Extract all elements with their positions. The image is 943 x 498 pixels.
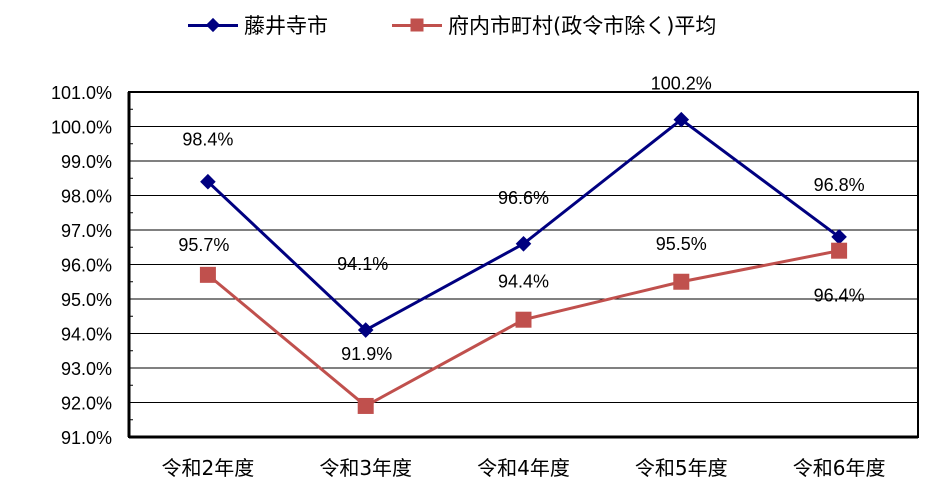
data-label: 98.4%: [182, 130, 233, 150]
x-tick-label: 令和2年度: [162, 456, 255, 480]
data-label: 95.5%: [656, 234, 707, 254]
y-tick-label: 96.0%: [61, 256, 112, 276]
x-tick-label: 令和4年度: [477, 456, 570, 480]
data-label: 91.9%: [341, 344, 392, 364]
legend-item-fujiidera: 藤井寺市: [188, 8, 328, 42]
square-marker-icon: [831, 242, 848, 259]
y-tick-label: 93.0%: [61, 359, 112, 379]
y-tick-label: 95.0%: [61, 290, 112, 310]
data-label: 96.6%: [498, 188, 549, 208]
y-tick-label: 91.0%: [61, 428, 112, 448]
data-label: 100.2%: [651, 74, 712, 94]
data-label: 94.4%: [498, 272, 549, 292]
y-tick-label: 97.0%: [61, 221, 112, 241]
y-tick-label: 92.0%: [61, 394, 112, 414]
legend-line-red: [392, 18, 442, 32]
legend-line-navy: [188, 17, 238, 33]
square-marker-icon: [673, 273, 690, 290]
diamond-marker-icon: [200, 173, 216, 190]
x-tick-label: 令和5年度: [635, 456, 728, 480]
diamond-marker-icon: [515, 236, 532, 252]
data-label: 94.1%: [337, 254, 388, 274]
legend-label: 府内市町村(政令市除く)平均: [448, 14, 717, 38]
legend-label: 藤井寺市: [244, 14, 328, 38]
y-tick-label: 99.0%: [61, 152, 112, 172]
data-label: 96.4%: [814, 286, 865, 306]
square-marker-icon: [357, 397, 374, 414]
x-tick-label: 令和6年度: [793, 456, 886, 480]
data-label: 96.8%: [814, 175, 865, 195]
series-line: [206, 117, 840, 332]
square-marker-icon: [199, 266, 216, 283]
square-marker-icon: [515, 311, 532, 328]
diamond-marker-icon: [831, 229, 847, 245]
y-tick-label: 98.0%: [61, 187, 112, 207]
data-label: 95.7%: [178, 235, 229, 255]
chart-legend: 藤井寺市 府内市町村(政令市除く)平均: [0, 8, 943, 42]
square-marker-icon: [410, 18, 424, 32]
y-tick-label: 101.0%: [51, 83, 112, 103]
legend-item-prefecture-average: 府内市町村(政令市除く)平均: [392, 8, 716, 42]
y-tick-label: 100.0%: [51, 118, 112, 138]
y-tick-label: 94.0%: [61, 325, 112, 345]
x-tick-label: 令和3年度: [319, 456, 412, 480]
